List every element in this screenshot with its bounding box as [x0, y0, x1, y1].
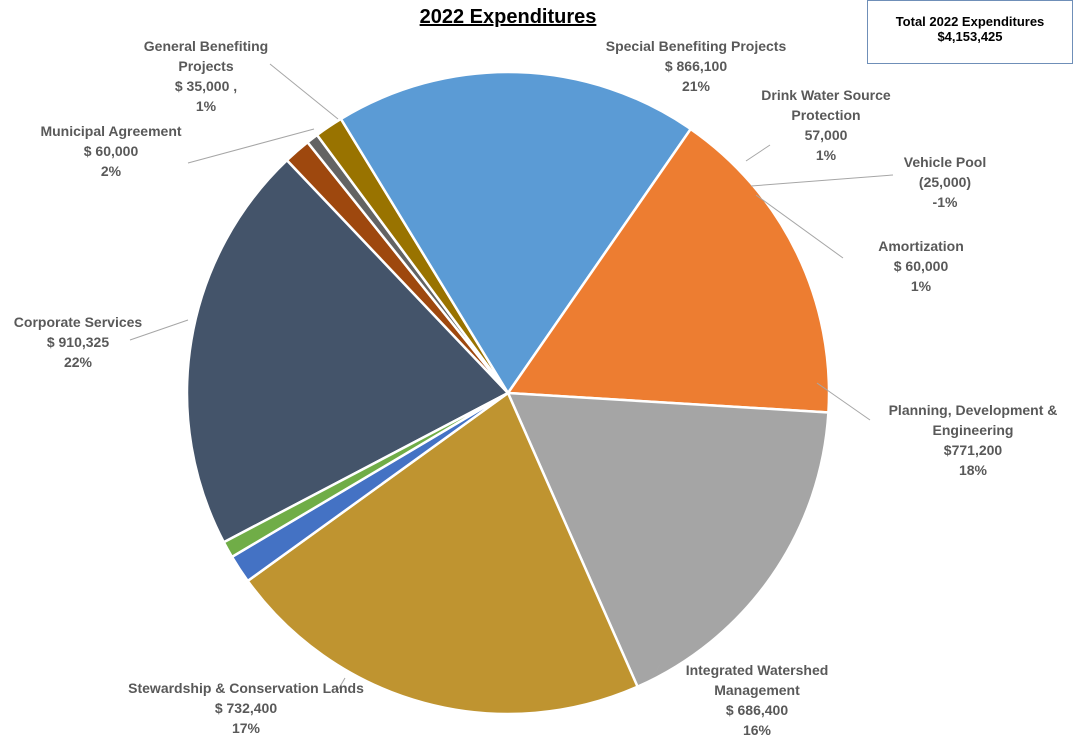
pie-slice-integrated-watershed-management	[505, 127, 831, 414]
pie-slice-general-benefiting-projects	[222, 391, 509, 559]
leader-line	[750, 174, 894, 187]
data-label: Integrated Watershed Management $ 686,400 1…	[686, 662, 829, 738]
leader-line	[755, 194, 844, 259]
data-label: Amortization $ 60,000 1%	[878, 238, 964, 294]
total-value: $4,153,425	[937, 29, 1003, 44]
total-expenditures-box: Total 2022 Expenditures $4,153,425	[867, 0, 1073, 64]
total-label: Total 2022 Expenditures	[895, 14, 1045, 29]
leader-line	[269, 63, 339, 120]
leader-line	[337, 677, 346, 691]
chart-title: 2022 Expenditures	[419, 6, 597, 28]
data-label: Drink Water Source Protection 57,000 1%	[761, 87, 891, 163]
data-label: Stewardship & Conservation Lands $ 732,40…	[128, 680, 364, 736]
data-label: Special Benefiting Projects $ 866,100 21%	[606, 38, 787, 94]
pie-slice-stewardship-conservation-lands	[506, 391, 830, 689]
data-label: Municipal Agreement $ 60,000 2%	[40, 123, 181, 179]
leader-line	[816, 382, 871, 421]
leader-line	[650, 664, 661, 679]
data-label: Vehicle Pool (25,000) -1%	[904, 154, 986, 210]
leader-line	[187, 128, 315, 164]
leader-line	[745, 144, 771, 162]
data-label: Corporate Services $ 910,325 22%	[14, 314, 143, 370]
leader-line	[129, 319, 189, 341]
pie-slice-special-benefiting-projects	[185, 158, 511, 544]
data-label: Planning, Development & Engineering $771,2…	[889, 402, 1058, 478]
pie-slice-planning-development-engineering	[339, 70, 693, 396]
data-label: General Benefiting Projects $ 35,000 , 1%	[144, 38, 268, 114]
pie-slice-corporate-services	[246, 391, 640, 716]
